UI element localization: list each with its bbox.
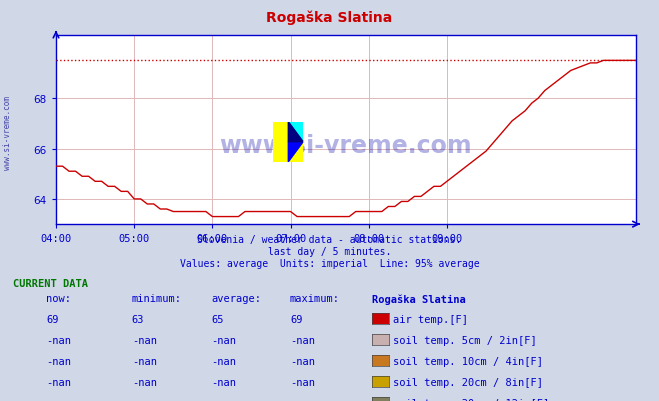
Text: 65: 65 bbox=[211, 314, 223, 324]
Text: now:: now: bbox=[46, 294, 71, 304]
Text: -nan: -nan bbox=[132, 398, 157, 401]
Text: -nan: -nan bbox=[132, 356, 157, 366]
Text: -nan: -nan bbox=[46, 398, 71, 401]
Text: www.si-vreme.com: www.si-vreme.com bbox=[3, 95, 13, 169]
Text: -nan: -nan bbox=[46, 356, 71, 366]
Text: last day / 5 minutes.: last day / 5 minutes. bbox=[268, 247, 391, 257]
Text: 69: 69 bbox=[290, 314, 302, 324]
Text: average:: average: bbox=[211, 294, 261, 304]
Text: soil temp. 20cm / 8in[F]: soil temp. 20cm / 8in[F] bbox=[393, 377, 544, 387]
Text: -nan: -nan bbox=[290, 398, 315, 401]
Text: -nan: -nan bbox=[211, 398, 236, 401]
Text: soil temp. 5cm / 2in[F]: soil temp. 5cm / 2in[F] bbox=[393, 335, 537, 345]
Polygon shape bbox=[289, 142, 303, 162]
Text: -nan: -nan bbox=[290, 356, 315, 366]
Text: minimum:: minimum: bbox=[132, 294, 182, 304]
Text: CURRENT DATA: CURRENT DATA bbox=[13, 279, 88, 289]
Text: -nan: -nan bbox=[46, 377, 71, 387]
Text: www.si-vreme.com: www.si-vreme.com bbox=[219, 134, 473, 157]
Polygon shape bbox=[289, 122, 303, 142]
Text: -nan: -nan bbox=[211, 335, 236, 345]
Text: Slovenia / weather data - automatic stations.: Slovenia / weather data - automatic stat… bbox=[197, 235, 462, 245]
Text: -nan: -nan bbox=[132, 335, 157, 345]
Polygon shape bbox=[289, 122, 303, 142]
Text: -nan: -nan bbox=[290, 377, 315, 387]
Text: 63: 63 bbox=[132, 314, 144, 324]
Text: -nan: -nan bbox=[211, 377, 236, 387]
Text: 69: 69 bbox=[46, 314, 59, 324]
Text: Values: average  Units: imperial  Line: 95% average: Values: average Units: imperial Line: 95… bbox=[180, 259, 479, 269]
Text: Rogaška Slatina: Rogaška Slatina bbox=[372, 294, 466, 304]
Text: air temp.[F]: air temp.[F] bbox=[393, 314, 469, 324]
Text: -nan: -nan bbox=[46, 335, 71, 345]
Text: -nan: -nan bbox=[132, 377, 157, 387]
Text: Rogaška Slatina: Rogaška Slatina bbox=[266, 10, 393, 24]
Text: soil temp. 10cm / 4in[F]: soil temp. 10cm / 4in[F] bbox=[393, 356, 544, 366]
Text: -nan: -nan bbox=[211, 356, 236, 366]
Text: -nan: -nan bbox=[290, 335, 315, 345]
Text: maximum:: maximum: bbox=[290, 294, 340, 304]
Text: soil temp. 30cm / 12in[F]: soil temp. 30cm / 12in[F] bbox=[393, 398, 550, 401]
